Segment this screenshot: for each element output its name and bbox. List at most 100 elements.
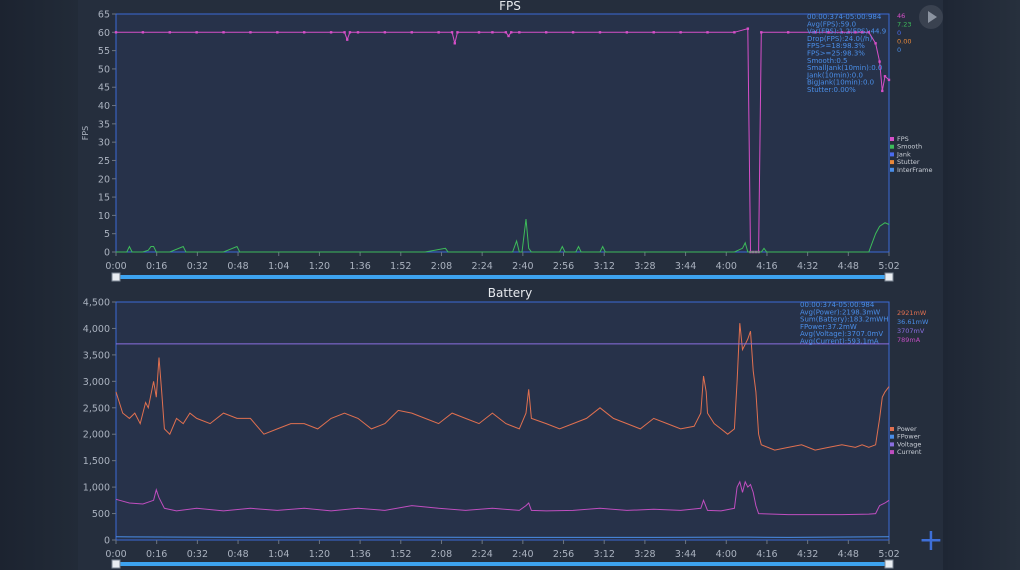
series-point-fps <box>840 31 844 34</box>
play-icon[interactable] <box>919 5 943 29</box>
x-tick-label: 1:36 <box>349 261 370 272</box>
x-tick-label: 1:52 <box>390 261 411 272</box>
y-tick-label: 25 <box>98 156 110 167</box>
legend-swatch[interactable] <box>890 450 894 455</box>
series-point-fps <box>168 31 171 34</box>
x-tick-label: 1:36 <box>349 549 370 560</box>
series-point-fps <box>477 31 481 34</box>
x-tick-label: 3:12 <box>594 549 615 560</box>
range-slider-track[interactable] <box>116 562 889 566</box>
series-point-fps <box>504 31 508 34</box>
current-value: 0.00 <box>897 38 911 46</box>
range-slider-handle-right[interactable] <box>884 559 894 569</box>
stat-text: Smooth:0.5 <box>807 57 848 65</box>
series-point-fps <box>518 31 521 34</box>
series-point-fps <box>867 31 871 34</box>
stat-text: Jank(10min):0.0 <box>806 71 863 79</box>
y-tick-label: 1,500 <box>83 456 110 467</box>
series-point-fps <box>348 31 352 34</box>
legend-swatch[interactable] <box>890 137 894 141</box>
x-tick-label: 0:48 <box>227 549 248 560</box>
series-point-fps <box>887 78 891 82</box>
x-tick-label: 3:44 <box>675 549 696 560</box>
y-tick-label: 20 <box>98 174 110 185</box>
y-axis-label: FPS <box>81 126 90 141</box>
x-tick-label: 0:16 <box>146 261 167 272</box>
y-tick-label: 10 <box>98 211 110 222</box>
series-point-fps <box>383 31 387 34</box>
x-tick-label: 1:20 <box>309 549 330 560</box>
y-tick-label: 0 <box>104 536 110 547</box>
x-tick-label: 2:56 <box>553 549 574 560</box>
x-tick-label: 2:56 <box>553 261 574 272</box>
x-tick-label: 5:02 <box>878 261 899 272</box>
legend-label[interactable]: Jank <box>896 150 911 158</box>
series-point-fps <box>860 31 864 34</box>
legend-swatch[interactable] <box>890 427 894 431</box>
stat-text: FPS>=25:98.3% <box>807 50 865 58</box>
series-point-fps <box>706 31 709 34</box>
series-point-fps <box>625 31 629 34</box>
legend-label[interactable]: Current <box>897 448 922 456</box>
series-point-fps <box>507 34 510 38</box>
legend-swatch[interactable] <box>890 442 894 447</box>
x-tick-label: 2:24 <box>471 261 492 272</box>
legend-swatch[interactable] <box>890 152 894 157</box>
series-line-fps <box>116 27 890 253</box>
x-tick-label: 3:12 <box>594 261 615 272</box>
series-point-fps <box>510 31 513 34</box>
series-point-fps <box>450 31 454 34</box>
y-tick-label: 3,000 <box>83 377 110 388</box>
y-tick-label: 40 <box>98 101 110 112</box>
y-tick-label: 65 <box>98 10 110 21</box>
x-tick-label: 4:00 <box>716 549 737 560</box>
x-tick-label: 1:04 <box>268 549 289 560</box>
series-point-fps <box>329 31 333 34</box>
x-tick-label: 4:16 <box>756 261 777 272</box>
stat-text: Drop(FPS):24.0(/h) <box>807 35 872 43</box>
stat-text: FPower:37.2mW <box>800 323 857 331</box>
x-tick-label: 3:28 <box>634 261 655 272</box>
y-tick-label: 2,000 <box>83 430 110 441</box>
x-tick-label: 0:32 <box>187 549 208 560</box>
x-tick-label: 1:04 <box>268 261 289 272</box>
legend-label[interactable]: Smooth <box>897 143 922 151</box>
stat-text: Sum(Battery):183.2mWH <box>800 316 888 324</box>
x-tick-label: 3:28 <box>634 549 655 560</box>
legend-swatch[interactable] <box>890 144 894 149</box>
x-tick-label: 0:48 <box>227 261 248 272</box>
x-tick-label: 2:08 <box>431 549 452 560</box>
current-value: 2921mW <box>897 309 927 317</box>
series-point-fps <box>343 31 346 34</box>
series-point-fps <box>760 31 763 34</box>
plus-icon[interactable]: + <box>918 523 944 558</box>
series-point-fps <box>881 89 884 93</box>
y-tick-label: 500 <box>92 509 110 520</box>
legend-label[interactable]: FPS <box>897 135 909 143</box>
legend-swatch[interactable] <box>890 160 894 165</box>
series-point-fps <box>544 31 548 34</box>
stat-text: 00:00:374-05:00:984 <box>807 13 882 21</box>
stat-text: Stutter:0.00% <box>807 86 856 94</box>
range-slider-handle-left[interactable] <box>111 559 121 569</box>
range-slider-handle-right[interactable] <box>884 272 894 282</box>
x-tick-label: 0:00 <box>105 549 126 560</box>
series-point-fps <box>346 38 349 41</box>
legend-label[interactable]: FPower <box>897 433 921 441</box>
x-tick-label: 4:16 <box>756 549 777 560</box>
stat-text: FPS>=18:98.3% <box>807 42 865 50</box>
series-point-fps <box>141 31 145 34</box>
legend-swatch[interactable] <box>890 434 894 439</box>
x-tick-label: 4:32 <box>797 261 818 272</box>
legend-swatch[interactable] <box>890 167 894 172</box>
stat-text: Avg(Power):2198.3mW <box>800 308 880 316</box>
range-slider-track[interactable] <box>116 275 889 279</box>
legend-label[interactable]: InterFrame <box>897 166 933 174</box>
legend-label[interactable]: Power <box>897 425 917 433</box>
series-point-fps <box>786 31 790 34</box>
legend-label[interactable]: Voltage <box>897 440 921 448</box>
range-slider-handle-left[interactable] <box>111 272 121 282</box>
series-point-fps <box>878 60 881 63</box>
stat-text: BigJank(10min):0.0 <box>807 79 874 87</box>
legend-label[interactable]: Stutter <box>897 158 920 166</box>
